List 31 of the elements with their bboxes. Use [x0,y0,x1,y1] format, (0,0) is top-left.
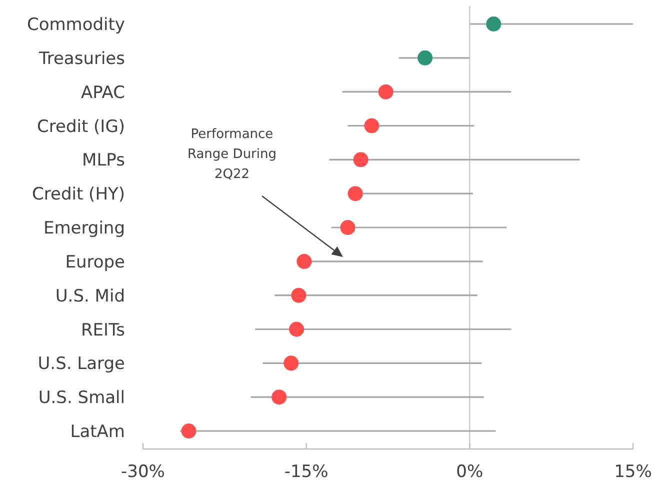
x-tick-label: 15% [614,462,652,482]
point [181,424,196,438]
point [289,322,304,337]
y-tick-label: U.S. Mid [55,286,125,306]
y-tick-label: Credit (HY) [32,184,125,205]
point [272,390,287,405]
x-tick-label: 0% [456,462,484,482]
y-tick-label: MLPs [82,150,126,171]
point [340,220,356,235]
y-tick-label: REITs [81,320,126,340]
y-tick-label: U.S. Large [38,354,125,374]
point [296,254,312,269]
point [486,16,502,32]
y-tick-label: U.S. Small [38,388,125,408]
y-tick-label: APAC [81,82,125,103]
y-tick-label: Credit (IG) [37,116,125,137]
point [348,186,363,202]
y-tick-label: LatAm [70,422,125,442]
point [378,84,394,100]
annotation: Performance Range During 2Q22 [187,127,277,182]
y-tick-label: Commodity [26,15,125,35]
point [353,152,368,168]
y-tick-label: Europe [65,252,125,272]
point [284,356,299,371]
point [364,118,380,134]
point [418,50,433,66]
x-tick-label: -15% [284,462,328,482]
y-tick-label: Treasuries [38,48,126,69]
y-tick-label: Emerging [43,218,125,238]
point [291,288,306,303]
x-tick-label: -30% [121,462,165,482]
